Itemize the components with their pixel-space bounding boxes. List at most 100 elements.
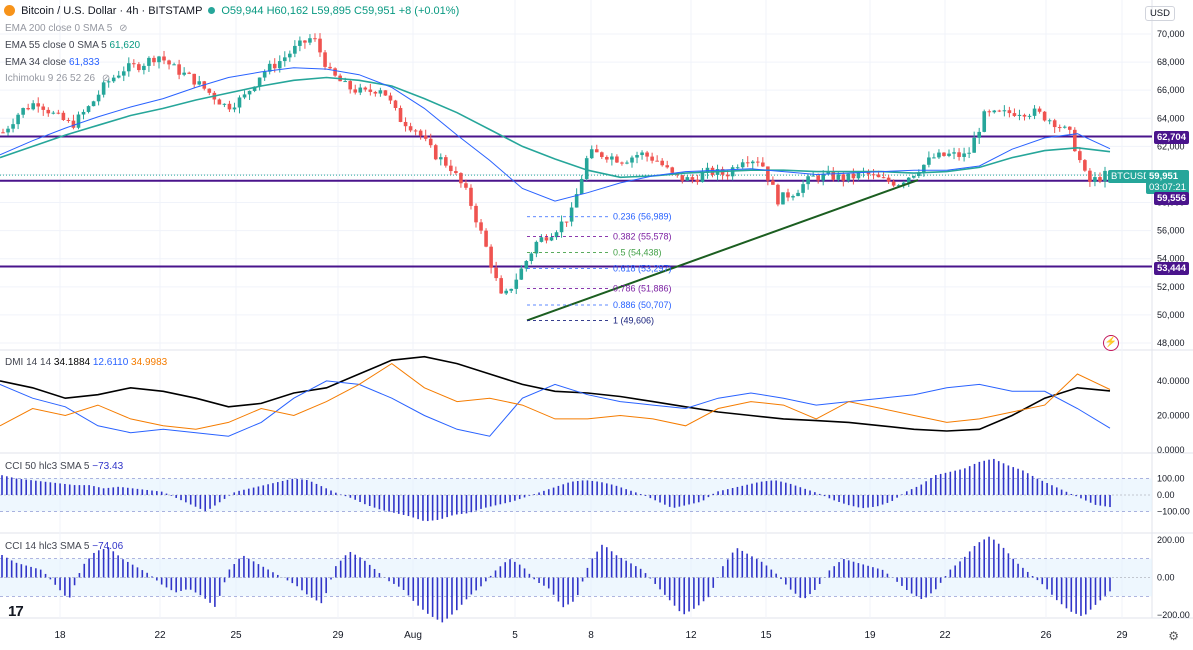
candle <box>700 168 705 183</box>
candle-body <box>454 171 458 174</box>
ema55-line <box>0 76 1111 179</box>
candle <box>494 261 498 281</box>
candle <box>1047 118 1052 125</box>
tradingview-logo[interactable]: 17 <box>8 603 24 620</box>
candle <box>1098 172 1102 184</box>
candle <box>378 87 383 97</box>
x-tick-label: 22 <box>939 630 951 641</box>
eye-hidden-icon[interactable]: ⊘ <box>101 73 111 84</box>
cci50-y-tick: −100.00 <box>1157 507 1190 517</box>
dmi-label: DMI 14 14 <box>5 357 52 368</box>
candle-body <box>896 185 901 187</box>
candle <box>957 148 961 161</box>
x-tick-label: 29 <box>1116 630 1128 641</box>
indicator-ema55[interactable]: EMA 55 close 0 SMA 5 61,620 <box>5 40 140 51</box>
candle-body <box>826 171 831 174</box>
candle-body <box>967 152 971 154</box>
candle <box>76 111 81 130</box>
candle <box>967 147 971 159</box>
candle <box>615 154 619 164</box>
candle <box>393 99 398 111</box>
candle-body <box>947 153 951 156</box>
dmi-y-tick: 40.0000 <box>1157 376 1190 386</box>
candle <box>509 288 514 293</box>
candle-body <box>786 192 790 198</box>
candle-body <box>222 103 227 105</box>
candle-body <box>700 172 705 183</box>
indicator-ichimoku[interactable]: Ichimoku 9 26 52 26 ⊘ <box>5 73 110 84</box>
candle <box>992 109 997 114</box>
candle-body <box>1032 108 1037 116</box>
candle <box>650 152 654 164</box>
candle-body <box>413 130 418 132</box>
candle <box>132 59 136 68</box>
resistance-price-tag: 62,704 <box>1153 131 1189 144</box>
candle-body <box>630 157 634 163</box>
candle <box>423 129 428 142</box>
candle-body <box>1012 113 1017 116</box>
candle <box>680 175 685 184</box>
candle-body <box>383 90 388 96</box>
candle-body <box>106 81 111 83</box>
indicator-ema200[interactable]: EMA 200 close 0 SMA 5 ⊘ <box>5 23 127 34</box>
candle-body <box>96 94 101 102</box>
cci14-legend[interactable]: CCI 14 hlc3 SMA 5 −74.06 <box>5 541 123 552</box>
candle <box>152 55 156 66</box>
candle-body <box>267 63 272 72</box>
candle-body <box>615 156 619 163</box>
indicator-ema34[interactable]: EMA 34 close 61,833 <box>5 57 100 68</box>
candle-body <box>313 38 317 40</box>
candle <box>655 155 659 162</box>
candle-body <box>91 101 96 107</box>
eye-hidden-icon[interactable]: ⊘ <box>119 23 128 34</box>
indicator-ema55-label: EMA 55 close 0 SMA 5 <box>5 40 107 51</box>
candle-body <box>982 111 987 132</box>
candle-body <box>886 177 891 182</box>
dmi-legend[interactable]: DMI 14 14 34.1884 12.6110 34.9983 <box>5 357 167 368</box>
candle-body <box>71 120 76 128</box>
lightning-icon[interactable]: ⚡ <box>1103 335 1119 351</box>
candle-body <box>152 57 156 63</box>
candle-body <box>21 108 25 115</box>
candle <box>987 109 992 117</box>
cci14-pane <box>0 536 1152 623</box>
candle <box>620 161 624 166</box>
candle-body <box>227 103 232 110</box>
candle <box>755 157 760 167</box>
candle-body <box>147 57 151 66</box>
candle-body <box>36 103 41 107</box>
x-tick-label: Aug <box>404 630 422 641</box>
bar-countdown: 03:07:21 <box>1149 182 1186 193</box>
candle <box>605 155 609 163</box>
candle-body <box>881 177 886 179</box>
candle-body <box>61 112 66 120</box>
candle <box>61 110 66 121</box>
candle <box>41 103 46 116</box>
candle-body <box>1037 108 1042 112</box>
fib-level-label: 0.886 (50,707) <box>613 300 672 310</box>
currency-selector[interactable]: USD <box>1144 6 1175 21</box>
candle <box>982 109 987 133</box>
candle <box>227 100 232 113</box>
candle-body <box>544 237 549 241</box>
candle-body <box>363 87 368 90</box>
candle-body <box>388 95 393 101</box>
candle <box>353 84 358 95</box>
candle <box>137 62 141 73</box>
candle <box>418 129 423 140</box>
candle <box>1042 111 1047 122</box>
cci50-legend[interactable]: CCI 50 hlc3 SMA 5 −73.43 <box>5 461 123 472</box>
candle <box>31 100 35 111</box>
candle-body <box>499 278 503 294</box>
settings-gear-icon[interactable]: ⚙ <box>1168 629 1179 643</box>
candle-body <box>605 156 609 160</box>
y-tick-label: 56,000 <box>1157 226 1185 236</box>
candle <box>600 151 604 160</box>
cci14-y-tick: 0.00 <box>1157 573 1175 583</box>
candle-body <box>937 152 941 158</box>
candle <box>942 152 946 157</box>
x-tick-label: 18 <box>54 630 66 641</box>
fib-level-label: 0.618 (53,297) <box>613 264 672 274</box>
candle <box>313 33 317 42</box>
